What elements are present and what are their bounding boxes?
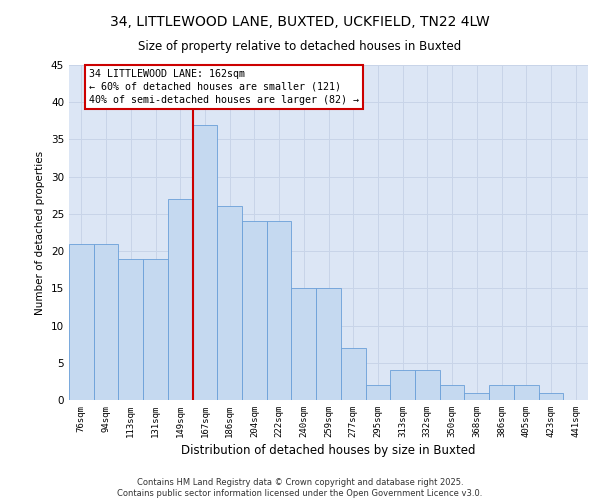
Text: Contains HM Land Registry data © Crown copyright and database right 2025.
Contai: Contains HM Land Registry data © Crown c…: [118, 478, 482, 498]
Bar: [415, 370, 440, 400]
Bar: [316, 288, 341, 400]
Y-axis label: Number of detached properties: Number of detached properties: [35, 150, 46, 314]
Text: Size of property relative to detached houses in Buxted: Size of property relative to detached ho…: [139, 40, 461, 53]
Bar: [193, 124, 217, 400]
Text: 34, LITTLEWOOD LANE, BUXTED, UCKFIELD, TN22 4LW: 34, LITTLEWOOD LANE, BUXTED, UCKFIELD, T…: [110, 15, 490, 29]
Bar: [242, 222, 267, 400]
Bar: [217, 206, 242, 400]
Bar: [118, 258, 143, 400]
Bar: [464, 392, 489, 400]
Bar: [94, 244, 118, 400]
Bar: [292, 288, 316, 400]
Bar: [390, 370, 415, 400]
X-axis label: Distribution of detached houses by size in Buxted: Distribution of detached houses by size …: [181, 444, 476, 457]
Bar: [489, 385, 514, 400]
Bar: [267, 222, 292, 400]
Bar: [365, 385, 390, 400]
Text: 34 LITTLEWOOD LANE: 162sqm
← 60% of detached houses are smaller (121)
40% of sem: 34 LITTLEWOOD LANE: 162sqm ← 60% of deta…: [89, 68, 359, 105]
Bar: [514, 385, 539, 400]
Bar: [440, 385, 464, 400]
Bar: [69, 244, 94, 400]
Bar: [168, 199, 193, 400]
Bar: [539, 392, 563, 400]
Bar: [143, 258, 168, 400]
Bar: [341, 348, 365, 400]
